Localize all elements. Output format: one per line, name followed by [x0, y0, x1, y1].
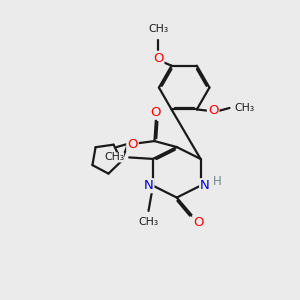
Text: H: H — [212, 175, 221, 188]
Text: O: O — [193, 216, 204, 229]
Text: O: O — [127, 138, 138, 151]
Text: O: O — [208, 104, 218, 117]
Text: N: N — [144, 179, 153, 192]
Text: O: O — [153, 52, 164, 65]
Text: CH₃: CH₃ — [104, 152, 124, 162]
Text: CH₃: CH₃ — [148, 25, 168, 34]
Text: N: N — [200, 179, 210, 192]
Text: CH₃: CH₃ — [235, 103, 255, 113]
Text: CH₃: CH₃ — [139, 218, 159, 227]
Text: O: O — [151, 106, 161, 119]
